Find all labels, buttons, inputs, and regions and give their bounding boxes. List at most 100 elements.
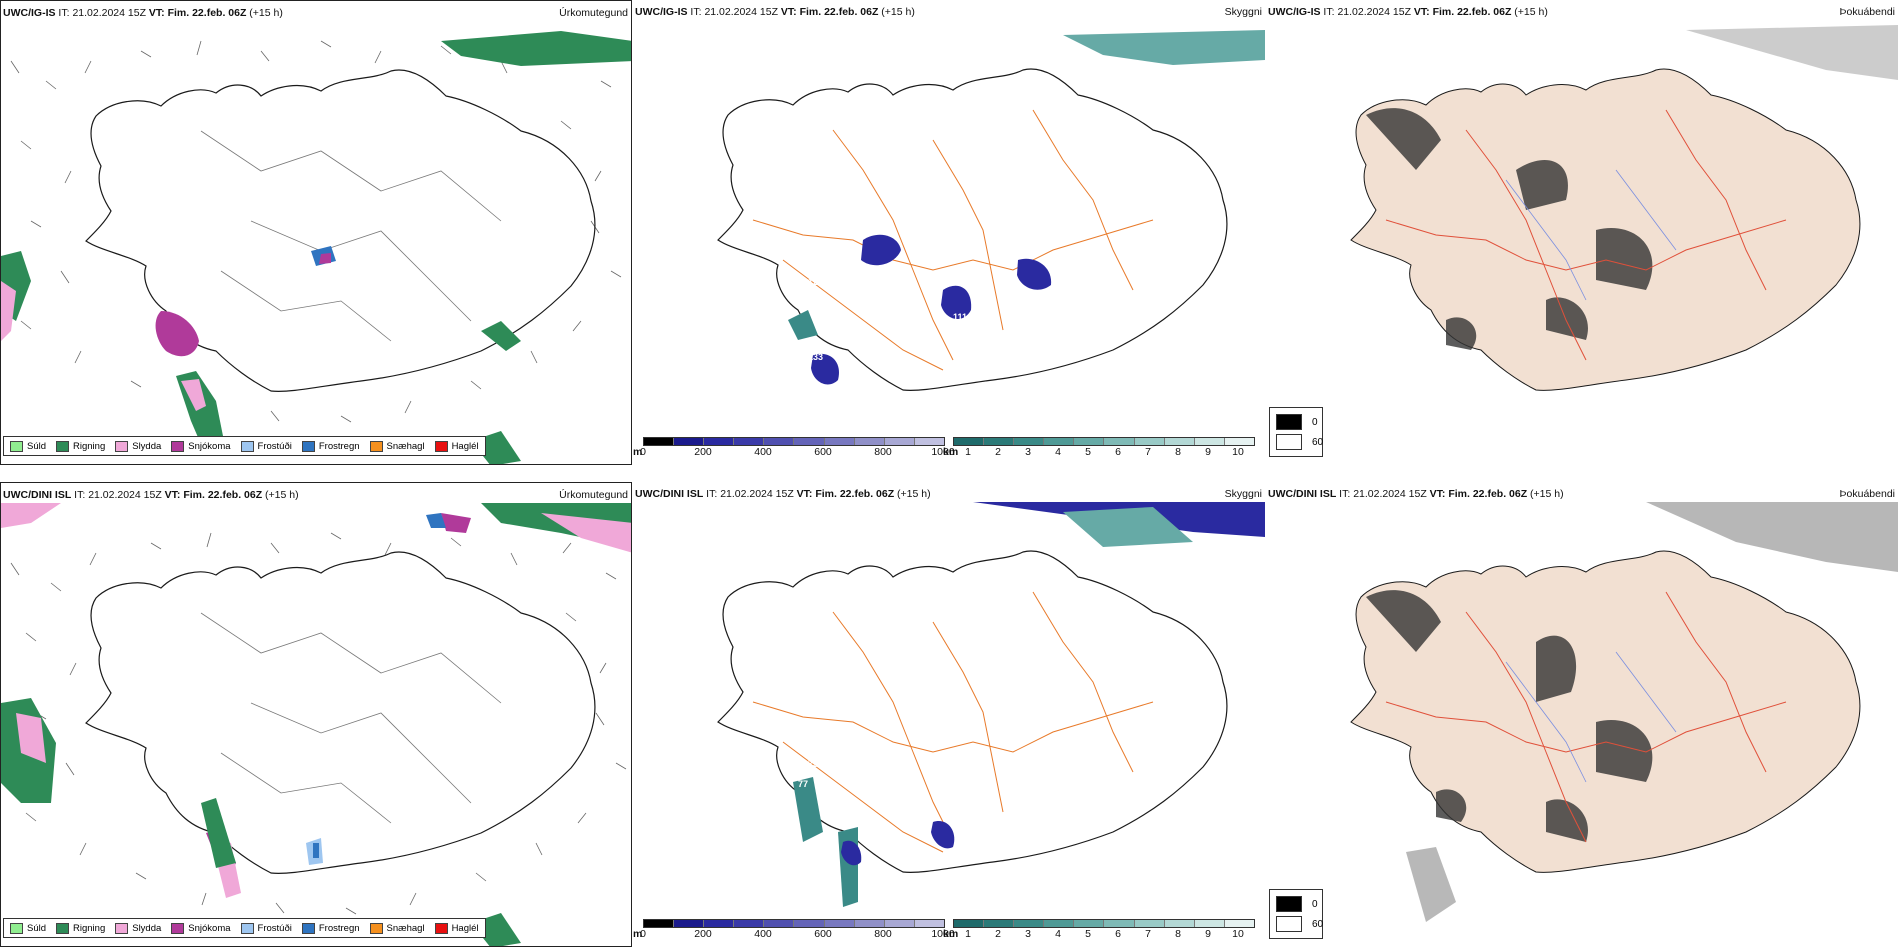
fog-panel-row1: UWC/IG-IS IT: 21.02.2024 15Z VT: Fim. 22…	[1266, 0, 1898, 465]
colorbar-segment	[704, 920, 735, 927]
colorbar-segment	[1224, 920, 1254, 927]
wind-barb	[10, 40, 622, 423]
rain-area	[481, 321, 521, 351]
fog-area	[793, 777, 823, 842]
colorbar-tick: 2	[995, 446, 1001, 458]
fog-map	[1350, 502, 1898, 922]
legend-swatch	[301, 922, 315, 934]
colorbar-segment	[1224, 438, 1254, 445]
legend-item: Frostúði	[240, 922, 292, 934]
colorbar-segment	[1134, 920, 1165, 927]
cloud-areas	[793, 502, 1265, 907]
fog-label: 0	[1312, 898, 1318, 910]
colorbar-segment	[1104, 920, 1135, 927]
legend-swatch	[115, 440, 129, 452]
visibility-unit: km	[943, 446, 959, 458]
legend-swatch	[240, 440, 254, 452]
colorbar-segment	[914, 920, 944, 927]
legend-label: Snjókoma	[188, 440, 231, 452]
param-name: Skyggni	[1224, 488, 1262, 500]
legend-swatch	[10, 440, 23, 452]
road-network	[752, 109, 1154, 371]
colorbar-tick: 9	[1205, 446, 1211, 458]
colorbar-tick: 10	[1232, 446, 1244, 458]
visibility-value-label: 31	[693, 674, 703, 684]
sleet-area	[1, 281, 16, 341]
precip-map	[1, 503, 631, 946]
param-name: Þokuábendi	[1839, 488, 1895, 500]
model-name: UWC/DINI ISL	[3, 489, 72, 501]
colorbar-segment	[854, 438, 885, 445]
it-value: 21.02.2024 15Z	[1337, 6, 1411, 18]
it-value: 21.02.2024 15Z	[704, 6, 778, 18]
vt-value: Fim. 22.feb. 06Z	[1432, 6, 1512, 18]
colorbar-segment	[734, 920, 765, 927]
lead-time: (+15 h)	[1530, 488, 1564, 500]
fog-label: 0	[1312, 416, 1318, 428]
frzrain-area	[426, 513, 446, 528]
rivers	[1505, 169, 1677, 301]
fog-shading	[1366, 108, 1653, 350]
colorbar-segment	[884, 920, 915, 927]
colorbar-tick: 0	[640, 928, 646, 940]
colorbar-segment	[1074, 920, 1105, 927]
legend-item: Snjókoma	[171, 440, 231, 452]
colorbar-tick: 600	[814, 928, 832, 940]
colorbar-tick: 8	[1175, 446, 1181, 458]
visibility-value-label: 77	[798, 779, 808, 789]
panel-title: UWC/IG-IS IT: 21.02.2024 15Z VT: Fim. 22…	[1268, 6, 1548, 18]
precip-map	[1, 31, 631, 464]
legend-swatch	[301, 440, 315, 452]
cloud-base-colorbar	[643, 437, 945, 446]
it-label: IT:	[74, 489, 86, 501]
visibility-value-label: 108	[798, 297, 813, 307]
colorbar-tick: 600	[814, 446, 832, 458]
colorbar-tick: 800	[874, 928, 892, 940]
visibility-unit: km	[943, 928, 959, 940]
lead-time: (+15 h)	[881, 6, 915, 18]
vt-label: VT:	[1413, 6, 1430, 18]
it-label: IT:	[690, 6, 702, 18]
colorbar-segment	[954, 438, 985, 445]
cloud-unit: m	[633, 928, 643, 940]
colorbar-tick: 4	[1055, 928, 1061, 940]
legend-item: Rigning	[56, 922, 105, 934]
colorbar-segment	[764, 438, 795, 445]
vt-value: Fim. 22.feb. 06Z	[167, 7, 247, 19]
colorbars: m 0 200 400 600 800 1000 km 1 2 3 4 5 6 7 8 9 10	[633, 919, 1265, 945]
road-network	[1385, 109, 1787, 361]
colorbar-tick: 4	[1055, 446, 1061, 458]
param-name: Skyggni	[1224, 6, 1262, 18]
cloud-unit: m	[633, 446, 643, 458]
legend-item: Frostregn	[301, 440, 360, 452]
visibility-value-label: 131	[948, 332, 963, 342]
fog-swatch-white	[1276, 916, 1302, 932]
legend-item: Slydda	[115, 922, 161, 934]
colorbar-segment	[1164, 438, 1195, 445]
colorbar-segment	[1044, 920, 1075, 927]
model-name: UWC/DINI ISL	[1268, 488, 1337, 500]
colorbar-tick: 9	[1205, 928, 1211, 940]
fog-legend-row: 0	[1276, 414, 1318, 430]
it-label: IT:	[58, 7, 70, 19]
colorbar-segment	[854, 920, 885, 927]
colorbar-segment	[1194, 920, 1225, 927]
colorbar-tick: 400	[754, 446, 772, 458]
legend-label: Haglél	[451, 922, 479, 934]
frzrain-area	[313, 843, 319, 858]
colorbar-segment	[794, 920, 825, 927]
fog-swatch-black	[1276, 896, 1302, 912]
param-name: Þokuábendi	[1839, 6, 1895, 18]
lowcloud-area	[941, 285, 972, 320]
colorbar-segment	[984, 438, 1015, 445]
legend-swatch	[240, 922, 254, 934]
fog-swatch-white	[1276, 434, 1302, 450]
fog-panel-row2: UWC/DINI ISL IT: 21.02.2024 15Z VT: Fim.…	[1266, 482, 1898, 947]
vt-value: Fim. 22.feb. 06Z	[183, 489, 263, 501]
offshore-fog	[1646, 502, 1898, 572]
colorbar-segment	[704, 438, 735, 445]
model-name: UWC/IG-IS	[635, 6, 688, 18]
colorbar-segment	[954, 920, 985, 927]
colorbar-tick: 5	[1085, 928, 1091, 940]
